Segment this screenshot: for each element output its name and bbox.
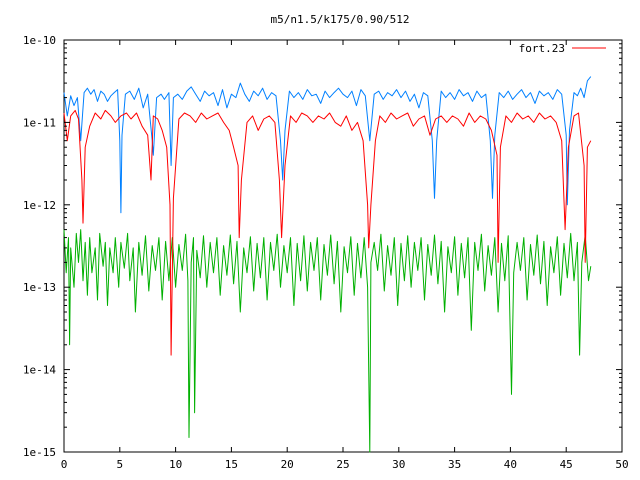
series-group (63, 76, 592, 453)
y-ticks-group: 1e-15 1e-14 1e-13 1e-12 1e-11 1e-10 (23, 34, 622, 459)
chart-title: m5/n1.5/k175/0.90/512 (270, 13, 409, 26)
y-tick-label: 1e-11 (23, 116, 56, 129)
y-tick-label: 1e-15 (23, 446, 56, 459)
y-tick-label: 1e-14 (23, 364, 56, 377)
x-tick-label: 20 (281, 458, 294, 471)
y-tick-label: 1e-12 (23, 199, 56, 212)
x-tick-label: 15 (225, 458, 238, 471)
legend: fort.23 (519, 42, 606, 55)
x-tick-label: 5 (116, 458, 123, 471)
x-tick-label: 10 (169, 458, 182, 471)
x-tick-label: 0 (61, 458, 68, 471)
x-ticks-group: 0 5 10 15 20 25 30 35 40 45 50 (61, 40, 629, 471)
series-line-1 (63, 76, 592, 214)
x-tick-label: 45 (560, 458, 573, 471)
x-tick-label: 50 (615, 458, 628, 471)
y-tick-label: 1e-10 (23, 34, 56, 47)
y-tick-label: 1e-13 (23, 281, 56, 294)
series-line-fort-23 (63, 109, 592, 356)
x-tick-label: 35 (448, 458, 461, 471)
x-tick-label: 25 (336, 458, 349, 471)
x-tick-label: 40 (504, 458, 517, 471)
legend-label-fort-23: fort.23 (519, 42, 565, 55)
series-line-2 (63, 229, 592, 453)
x-tick-label: 30 (392, 458, 405, 471)
